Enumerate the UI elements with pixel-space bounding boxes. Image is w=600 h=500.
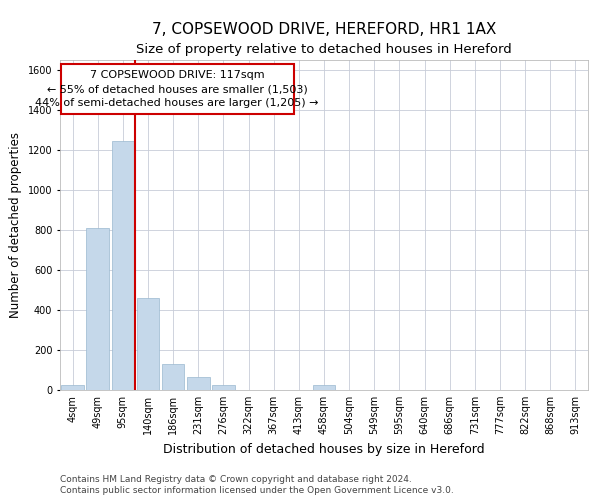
FancyBboxPatch shape — [61, 64, 294, 114]
Text: Contains HM Land Registry data © Crown copyright and database right 2024.: Contains HM Land Registry data © Crown c… — [60, 475, 412, 484]
Bar — [313, 385, 335, 390]
Text: 7, COPSEWOOD DRIVE, HEREFORD, HR1 1AX: 7, COPSEWOOD DRIVE, HEREFORD, HR1 1AX — [152, 22, 496, 38]
Text: Contains public sector information licensed under the Open Government Licence v3: Contains public sector information licen… — [60, 486, 454, 495]
Bar — [86, 228, 109, 390]
Bar — [137, 298, 160, 390]
Y-axis label: Number of detached properties: Number of detached properties — [9, 132, 22, 318]
Bar — [212, 385, 235, 390]
Bar — [162, 364, 184, 390]
Text: 7 COPSEWOOD DRIVE: 117sqm: 7 COPSEWOOD DRIVE: 117sqm — [90, 70, 265, 80]
Bar — [61, 385, 84, 390]
Bar — [112, 141, 134, 390]
Text: ← 55% of detached houses are smaller (1,503): ← 55% of detached houses are smaller (1,… — [47, 84, 308, 94]
Bar — [187, 377, 209, 390]
X-axis label: Distribution of detached houses by size in Hereford: Distribution of detached houses by size … — [163, 442, 485, 456]
Text: Size of property relative to detached houses in Hereford: Size of property relative to detached ho… — [136, 42, 512, 56]
Text: 44% of semi-detached houses are larger (1,205) →: 44% of semi-detached houses are larger (… — [35, 98, 319, 108]
